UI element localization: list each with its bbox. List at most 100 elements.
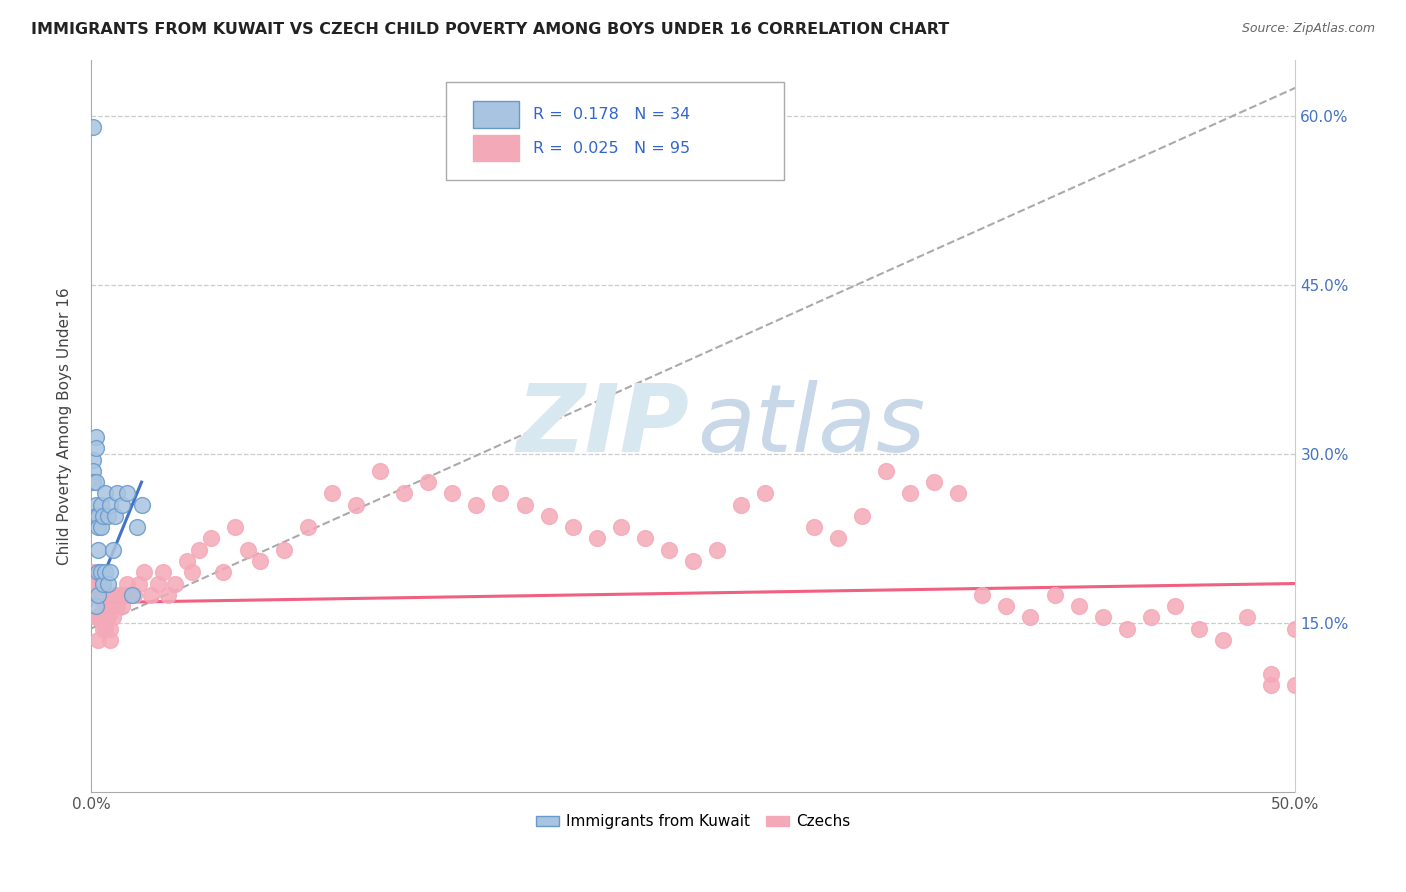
Point — [212, 566, 235, 580]
Point — [634, 532, 657, 546]
Point — [98, 622, 121, 636]
Point — [1260, 678, 1282, 692]
Point — [1212, 632, 1234, 647]
Point — [585, 532, 607, 546]
Point — [948, 486, 970, 500]
Point — [82, 120, 104, 135]
Point — [181, 566, 204, 580]
Point — [104, 588, 127, 602]
Point — [87, 508, 110, 523]
Point — [84, 430, 107, 444]
Point — [682, 554, 704, 568]
Point — [610, 520, 633, 534]
Point — [107, 599, 129, 613]
Bar — [472, 135, 519, 161]
Point — [1309, 689, 1331, 703]
Point — [754, 486, 776, 500]
Text: ZIP: ZIP — [517, 380, 689, 472]
Point — [249, 554, 271, 568]
Point — [148, 576, 170, 591]
Point — [1309, 700, 1331, 714]
Point — [658, 542, 681, 557]
Point — [108, 588, 131, 602]
Point — [1019, 610, 1042, 624]
Point — [107, 486, 129, 500]
Point — [98, 632, 121, 647]
Point — [418, 475, 440, 489]
Point — [87, 542, 110, 557]
Point — [84, 599, 107, 613]
Point — [1140, 610, 1163, 624]
Point — [152, 566, 174, 580]
Point — [97, 576, 120, 591]
Point — [115, 576, 138, 591]
Point — [131, 498, 153, 512]
Point — [875, 464, 897, 478]
Point — [141, 588, 163, 602]
Point — [1164, 599, 1187, 613]
Point — [82, 588, 104, 602]
Point — [84, 588, 107, 602]
Point — [87, 576, 110, 591]
Point — [1260, 666, 1282, 681]
Point — [157, 588, 180, 602]
Text: R =  0.025   N = 95: R = 0.025 N = 95 — [533, 141, 690, 156]
Point — [94, 588, 117, 602]
Point — [224, 520, 246, 534]
Point — [91, 622, 114, 636]
Point — [922, 475, 945, 489]
Point — [87, 566, 110, 580]
Legend: Immigrants from Kuwait, Czechs: Immigrants from Kuwait, Czechs — [530, 808, 856, 836]
Point — [368, 464, 391, 478]
Point — [98, 498, 121, 512]
Point — [273, 542, 295, 557]
Point — [82, 566, 104, 580]
Point — [1043, 588, 1066, 602]
Point — [1236, 610, 1258, 624]
Point — [101, 599, 124, 613]
Point — [465, 498, 488, 512]
Point — [94, 622, 117, 636]
Point — [392, 486, 415, 500]
Point — [91, 599, 114, 613]
Point — [176, 554, 198, 568]
Point — [84, 576, 107, 591]
Point — [441, 486, 464, 500]
Point — [97, 588, 120, 602]
Point — [297, 520, 319, 534]
Point — [1115, 622, 1137, 636]
Point — [97, 599, 120, 613]
Point — [706, 542, 728, 557]
Point — [344, 498, 367, 512]
Point — [87, 520, 110, 534]
Point — [124, 588, 146, 602]
Point — [104, 508, 127, 523]
Point — [91, 576, 114, 591]
Point — [513, 498, 536, 512]
Point — [87, 588, 110, 602]
Point — [121, 588, 143, 602]
Point — [114, 588, 136, 602]
Point — [188, 542, 211, 557]
Point — [87, 632, 110, 647]
Point — [97, 610, 120, 624]
Point — [561, 520, 583, 534]
Point — [118, 588, 141, 602]
Point — [94, 486, 117, 500]
Point — [84, 508, 107, 523]
Point — [82, 452, 104, 467]
Point — [165, 576, 187, 591]
Text: IMMIGRANTS FROM KUWAIT VS CZECH CHILD POVERTY AMONG BOYS UNDER 16 CORRELATION CH: IMMIGRANTS FROM KUWAIT VS CZECH CHILD PO… — [31, 22, 949, 37]
Y-axis label: Child Poverty Among Boys Under 16: Child Poverty Among Boys Under 16 — [58, 287, 72, 565]
Point — [91, 588, 114, 602]
Point — [537, 508, 560, 523]
Point — [98, 566, 121, 580]
Point — [90, 588, 112, 602]
Point — [1284, 622, 1306, 636]
Point — [1284, 678, 1306, 692]
Point — [321, 486, 343, 500]
Point — [90, 566, 112, 580]
Point — [94, 566, 117, 580]
Point — [111, 599, 134, 613]
Point — [115, 486, 138, 500]
